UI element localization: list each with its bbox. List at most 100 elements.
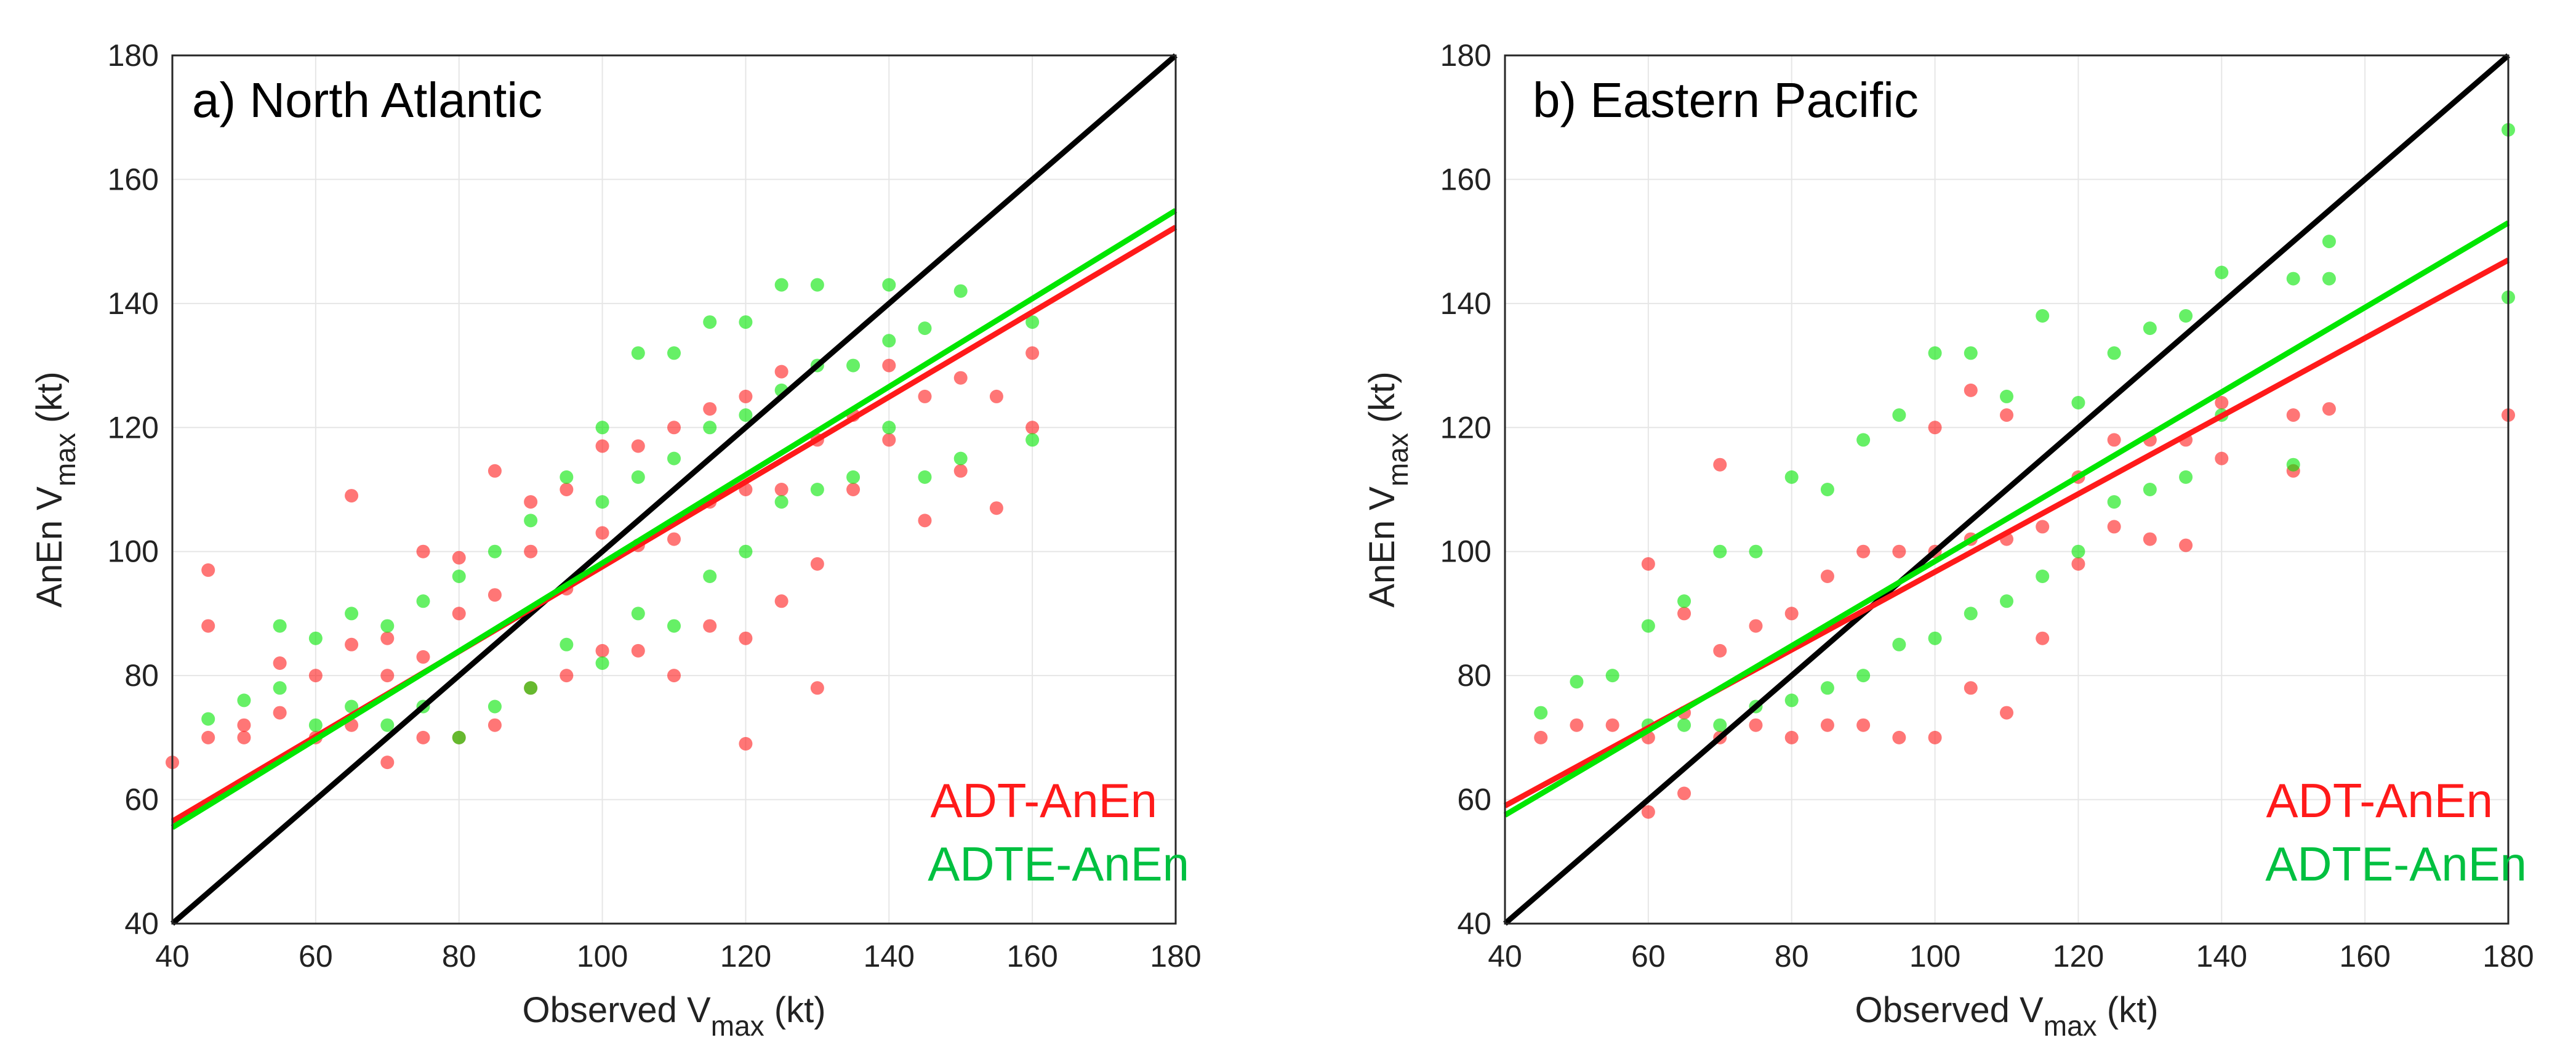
adt-point — [631, 643, 645, 658]
adte-point — [882, 278, 896, 292]
adt-point — [201, 563, 215, 577]
adt-point — [1641, 557, 1655, 571]
adt-point — [989, 389, 1003, 403]
adt-point — [739, 389, 753, 403]
adt-point — [1964, 383, 1978, 397]
adte-point — [1677, 594, 1691, 608]
adte-point — [953, 451, 968, 465]
adte-point — [739, 544, 753, 558]
x-tick-label: 80 — [442, 939, 476, 973]
adte-point — [452, 730, 466, 744]
adte-fit-line — [171, 208, 1178, 830]
adte-point — [1892, 637, 1906, 651]
adte-point — [810, 483, 824, 496]
adte-point — [1820, 681, 1834, 695]
adte-point — [1713, 718, 1727, 732]
axes-frame — [1504, 54, 2510, 925]
adt-point — [1025, 421, 1040, 435]
adt-point — [1820, 570, 1834, 583]
y-tick-label: 60 — [124, 783, 159, 817]
adte-point — [1025, 315, 1040, 329]
scatter-points — [166, 278, 1040, 770]
adte-point — [918, 470, 932, 484]
adte-point — [595, 421, 609, 435]
adt-point — [667, 669, 681, 683]
adt-point — [1928, 421, 1942, 435]
adt-point — [2000, 408, 2013, 422]
y-tick-label: 60 — [1457, 783, 1491, 817]
adt-point — [1749, 619, 1763, 633]
adte-point — [846, 470, 861, 484]
adte-fit-line — [1503, 220, 2510, 818]
adte-point — [1928, 631, 1942, 645]
adt-point — [452, 607, 466, 621]
panel-title: b) Eastern Pacific — [1533, 73, 1919, 127]
adte-point — [2107, 346, 2121, 360]
adt-point — [1856, 718, 1871, 732]
adte-point — [2143, 321, 2157, 336]
one-to-one-line — [171, 53, 1178, 926]
adt-point — [1784, 607, 1799, 621]
y-tick-label: 120 — [108, 410, 159, 445]
adte-point — [1749, 544, 1763, 558]
adt-point — [2322, 402, 2336, 416]
adte-point — [380, 718, 395, 732]
adte-point — [2322, 235, 2336, 249]
adt-point — [953, 464, 968, 478]
adte-point — [2215, 265, 2229, 280]
x-tick-label: 180 — [2482, 939, 2534, 973]
adt-point — [1820, 718, 1834, 732]
adt-point — [2107, 520, 2121, 534]
x-axis-label: Observed Vmax (kt) — [522, 990, 825, 1042]
adt-point — [1605, 718, 1619, 732]
adt-point — [201, 619, 215, 633]
x-tick-label: 40 — [1488, 939, 1522, 973]
adte-point — [1784, 470, 1799, 484]
adt-point — [1964, 681, 1978, 695]
adt-point — [739, 631, 753, 645]
adte-point — [1964, 607, 1978, 621]
adt-point — [2179, 538, 2193, 552]
y-tick-label: 120 — [1440, 410, 1491, 445]
y-tick-label: 180 — [1440, 38, 1491, 73]
adte-point — [2107, 495, 2121, 509]
adte-point — [667, 451, 681, 465]
x-tick-label: 160 — [2339, 939, 2390, 973]
legend-entry-adte: ADTE-AnEn — [2265, 837, 2527, 891]
y-tick-label: 40 — [124, 906, 159, 941]
adte-point — [774, 495, 788, 509]
tick-labels: 40 60 80 100 120 140 160 180 40 60 80 10… — [108, 38, 1202, 973]
regression-lines — [1503, 53, 2510, 926]
adte-point — [739, 408, 753, 422]
adt-point — [810, 557, 824, 571]
adt-point — [1641, 805, 1655, 819]
adte-point — [953, 284, 968, 298]
adt-point — [846, 483, 861, 496]
adt-point — [488, 588, 502, 602]
adt-point — [237, 730, 251, 744]
adte-point — [273, 619, 287, 633]
adte-point — [1820, 483, 1834, 496]
x-tick-label: 100 — [577, 939, 628, 973]
adt-point — [703, 402, 717, 416]
adt-point — [774, 483, 788, 496]
adt-point — [380, 669, 395, 683]
y-tick-label: 100 — [108, 534, 159, 569]
adte-point — [452, 570, 466, 583]
adte-point — [667, 619, 681, 633]
adt-point — [345, 637, 359, 651]
adt-point — [1713, 457, 1727, 472]
adt-point — [631, 439, 645, 453]
x-tick-label: 120 — [720, 939, 771, 973]
adte-point — [2143, 483, 2157, 496]
adt-point — [2143, 532, 2157, 546]
adt-point — [882, 358, 896, 373]
adte-point — [2286, 457, 2300, 472]
adt-point — [308, 669, 323, 683]
adte-point — [1964, 346, 1978, 360]
adt-point — [1856, 544, 1871, 558]
adte-point — [2000, 389, 2013, 403]
adte-point — [1570, 675, 1584, 689]
tick-labels: 40 60 80 100 120 140 160 180 40 60 80 10… — [1440, 38, 2534, 973]
adt-point — [2215, 396, 2229, 409]
